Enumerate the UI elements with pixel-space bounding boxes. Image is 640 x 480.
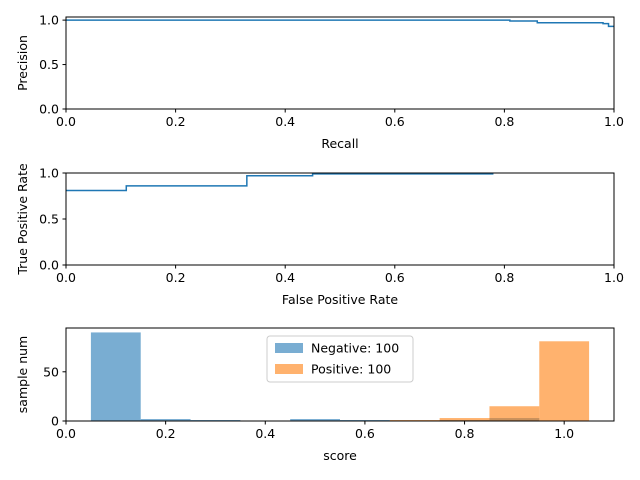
x-tick-label: 0.6 [385, 114, 405, 129]
curve [66, 19, 614, 28]
x-axis-label: False Positive Rate [282, 292, 398, 307]
curve [66, 173, 494, 192]
x-tick-label: 0.6 [355, 426, 375, 441]
axes-frame [65, 327, 615, 422]
x-axis-label: Recall [321, 136, 358, 151]
x-tick-label: 0.6 [385, 270, 405, 285]
x-tick-label: 0.0 [56, 270, 76, 285]
x-tick-label: 0.2 [166, 114, 186, 129]
subplot: 0.0 0.2 0.4 0.6 0.8 1.0 0.0 0.5 1.0 Recall Precisi… [15, 13, 624, 151]
y-tick-label: 1.0 [39, 166, 59, 181]
subplot: Negative: 100 Positive: 100 0.0 0.2 0.4 0.6 0.… [15, 327, 615, 463]
x-tick-label: 0.2 [166, 270, 186, 285]
legend-label: Negative: 100 [311, 341, 399, 356]
x-tick-label: 0.8 [494, 270, 514, 285]
hist-bar [290, 419, 340, 421]
x-tick-label: 0.4 [275, 114, 295, 129]
y-tick-label: 50 [43, 364, 59, 379]
y-axis-label: Precision [15, 35, 30, 91]
x-axis-label: score [323, 448, 357, 463]
hist-bar [489, 406, 540, 421]
legend-swatch [275, 364, 303, 374]
y-tick-label: 0.5 [39, 212, 59, 227]
x-tick-label: 0.4 [255, 426, 275, 441]
legend-swatch [275, 343, 303, 353]
legend-frame [266, 335, 414, 383]
y-tick-label: 0 [51, 414, 59, 429]
hist-bar [539, 341, 590, 421]
y-tick-label: 0.0 [39, 258, 59, 273]
x-tick-label: 1.0 [604, 270, 624, 285]
y-axis-label: sample num [15, 336, 30, 413]
hist-bar [90, 332, 141, 421]
subplot: 0.0 0.2 0.4 0.6 0.8 1.0 0.0 0.5 1.0 False Positiv… [15, 163, 624, 307]
x-tick-label: 0.0 [56, 114, 76, 129]
axes-frame [65, 16, 615, 110]
y-tick-label: 0.0 [39, 102, 59, 117]
y-tick-label: 1.0 [39, 13, 59, 28]
x-tick-label: 1.0 [554, 426, 574, 441]
y-tick-label: 0.5 [39, 57, 59, 72]
x-tick-label: 0.8 [494, 114, 514, 129]
x-tick-label: 1.0 [604, 114, 624, 129]
hist-bar [439, 418, 490, 421]
legend: Negative: 100 Positive: 100 [266, 335, 414, 383]
y-axis-label: True Positive Rate [15, 163, 30, 276]
x-tick-label: 0.8 [455, 426, 475, 441]
x-tick-label: 0.2 [156, 426, 176, 441]
x-tick-label: 0.0 [56, 426, 76, 441]
axes-frame [65, 172, 615, 266]
x-tick-label: 0.4 [275, 270, 295, 285]
hist-bar [140, 419, 191, 421]
legend-label: Positive: 100 [311, 362, 391, 377]
